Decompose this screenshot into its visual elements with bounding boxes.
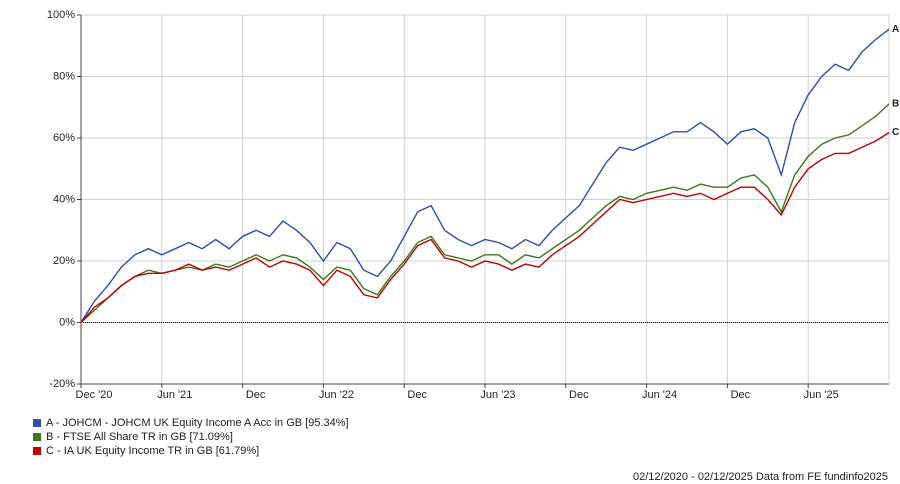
y-tick-label: -20% <box>49 378 75 390</box>
y-tick-label: 100% <box>47 9 75 21</box>
y-tick-label: 0% <box>59 316 75 328</box>
series-line <box>80 131 890 323</box>
legend-swatch <box>33 447 41 455</box>
y-tick-label: 20% <box>53 255 75 267</box>
x-tick-label: Dec '20 <box>76 389 113 401</box>
x-tick-label: Jun '21 <box>157 389 192 401</box>
x-tick-label: Jun '25 <box>804 389 839 401</box>
legend-label: B - FTSE All Share TR in GB [71.09%] <box>46 431 233 443</box>
footer: 02/12/2020 - 02/12/2025 Data from FE fun… <box>633 471 888 483</box>
legend-label: A - JOHCM - JOHCM UK Equity Income A Acc… <box>46 417 349 429</box>
legend-label: C - IA UK Equity Income TR in GB [61.79%… <box>46 445 259 457</box>
x-tick-label: Jun '24 <box>642 389 677 401</box>
end-label: A <box>892 24 899 35</box>
series-line <box>80 103 890 324</box>
x-tick-label: Dec <box>569 389 589 401</box>
legend-swatch <box>33 419 41 427</box>
x-tick-label: Dec <box>731 389 751 401</box>
end-label: B <box>892 99 899 110</box>
x-tick-label: Dec <box>407 389 427 401</box>
y-tick-label: 40% <box>53 193 75 205</box>
legend-swatch <box>33 433 41 441</box>
y-tick-label: 80% <box>53 70 75 82</box>
series-line <box>80 28 890 323</box>
x-tick-label: Jun '23 <box>480 389 515 401</box>
x-tick-label: Jun '22 <box>319 389 354 401</box>
x-tick-label: Dec <box>246 389 266 401</box>
end-label: C <box>892 127 899 138</box>
y-tick-label: 60% <box>53 132 75 144</box>
